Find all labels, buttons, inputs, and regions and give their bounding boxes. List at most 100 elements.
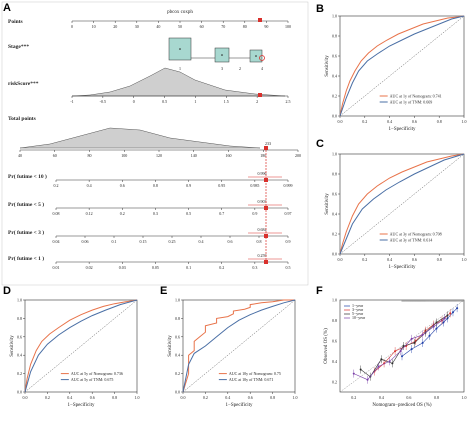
legend-entry: 3−year [352, 307, 364, 312]
prob-tick-label: 0.08 [53, 211, 60, 216]
prob-annotation: 0.684 [258, 227, 267, 232]
x-tick-label: 0.2 [203, 395, 208, 400]
y-axis-label: Observed OS (%) [324, 328, 329, 364]
prob-tick-label: 0.05 [152, 265, 159, 270]
riskscore-tick-label: -0.5 [100, 99, 106, 104]
x-tick-label: 1.0 [462, 257, 467, 262]
prob-tick-label: 0.1 [186, 265, 191, 270]
prob-tick-label: 0.3 [252, 265, 257, 270]
prob-tick-label: 0.03 [119, 265, 126, 270]
panel-e: E 0.00.0 0.2 0.2 0.4 0.4 0.6 0.6 0.8 0.8 1.0 1.0 1−… [160, 285, 298, 408]
y-axis-label: Sensitivity [325, 55, 330, 77]
prob-tick-label: 0.1 [112, 239, 117, 244]
y-tick-label: 0.6 [17, 334, 22, 339]
reference-diagonal [339, 15, 465, 117]
row-label-prob: Pr( futime < 5 ) [8, 201, 44, 208]
y-tick-label: 0.4 [17, 353, 22, 358]
prob-tick-label: 0.2 [219, 265, 224, 270]
x-tick-label: 0.2 [362, 257, 367, 262]
x-tick-label: 0.8 [437, 257, 442, 262]
stage-value: 3 [221, 66, 223, 71]
points-tick-label: 0 [71, 24, 73, 29]
stage-value: 1 [179, 66, 181, 71]
y-tick-label: 0.0 [175, 390, 180, 395]
prob-annotation: 0.996 [258, 171, 267, 176]
y-tick-label: 1.0 [332, 152, 337, 157]
tnm-roc-line [182, 299, 296, 393]
y-tick-label: 1.0 [332, 298, 337, 303]
total-points-tick-label: 180 [260, 153, 266, 158]
prob-annotation: 0.259 [258, 253, 267, 258]
y-tick-label: 0.0 [332, 252, 337, 257]
x-tick-label: 0.4 [387, 257, 392, 262]
y-axis-label: Sensitivity [325, 193, 330, 215]
prob-tick-label: 0.999 [284, 183, 293, 188]
points-tick-label: 100 [285, 24, 291, 29]
y-axis-label: Sensitivity [168, 335, 173, 357]
x-tick-label: 0.6 [406, 395, 411, 400]
legend-entry: 1−year [352, 303, 364, 308]
legend-entry: 10−year [352, 315, 366, 320]
points-tick-label: 40 [156, 24, 160, 29]
y-tick-label: 0.8 [17, 316, 22, 321]
x-tick-label: 0.4 [67, 395, 72, 400]
riskscore-tick-label: -1 [70, 99, 73, 104]
x-tick-label: 0.4 [387, 119, 392, 124]
panel-a-letter: A [3, 2, 11, 14]
points-tick-label: 80 [243, 24, 247, 29]
prob-tick-label: 0.02 [86, 265, 93, 270]
points-marker [258, 18, 262, 22]
x-tick-label: 0.0 [23, 395, 28, 400]
legend-entry: AUC at 3y of TNM: 0.614 [390, 238, 433, 243]
panel-b: B 0.00.0 0.2 0.2 0.4 0.4 0.6 0.6 0.8 0.8 1.0 1.0 1−… [316, 3, 467, 132]
x-tick-label: 1.0 [462, 119, 467, 124]
prob-tick-label: 0.7 [219, 211, 224, 216]
y-tick-label: 1.0 [17, 298, 22, 303]
total-points-tick-label: 160 [226, 153, 232, 158]
tnm-roc-line [339, 15, 465, 117]
prob-tick-label: 0.985 [250, 183, 259, 188]
nomogram-roc-line [24, 299, 138, 393]
legend-entry: AUC at 10y of Nomogram: 0.75 [229, 371, 281, 376]
prob-tick-label: 0.8 [257, 239, 262, 244]
panel-c-letter: C [316, 138, 324, 150]
prob-tick-label: 0.2 [120, 211, 125, 216]
riskscore-tick-label: 1 [194, 99, 196, 104]
panel-d-letter: D [3, 285, 11, 297]
row-label-points: Points [8, 19, 23, 25]
points-tick-label: 20 [113, 24, 117, 29]
x-tick-label: 0.4 [225, 395, 230, 400]
stage-dot [255, 55, 257, 57]
riskscore-tick-label: 0.5 [162, 99, 167, 104]
total-points-tick-label: 60 [53, 153, 57, 158]
x-tick-label: 1.0 [293, 395, 298, 400]
prob-tick-label: 0.01 [53, 265, 60, 270]
total-points-value: 233 [265, 141, 271, 146]
row-label-prob: Pr( futime < 10 ) [8, 173, 47, 180]
x-tick-label: 0.8 [434, 395, 439, 400]
total-points-density [19, 127, 261, 149]
y-tick-label: 0.2 [332, 232, 337, 237]
panel-a-frame [1, 1, 309, 286]
legend-entry: AUC at 5y of TNM: 0.675 [71, 377, 114, 382]
x-tick-label: 0.8 [437, 119, 442, 124]
prob-tick-label: 0.9 [186, 183, 191, 188]
x-axis-label: 1−Specificity [389, 265, 416, 270]
y-tick-label: 0.6 [175, 334, 180, 339]
stage-selected-marker [259, 55, 265, 61]
y-tick-label: 0.2 [332, 94, 337, 99]
roc-chart-c: 0.00.0 0.2 0.2 0.4 0.4 0.6 0.6 0.8 0.8 1.0 1.0 1−Sp… [325, 152, 467, 271]
x-tick-label: 0.4 [379, 395, 384, 400]
prob-tick-label: 0.6 [228, 239, 233, 244]
prob-tick-label: 0.4 [199, 239, 204, 244]
y-tick-label: 0.4 [332, 212, 337, 217]
total-points-tick-label: 40 [18, 153, 22, 158]
nomogram-roc-line [339, 153, 465, 255]
prob-tick-label: 0.97 [285, 211, 292, 216]
y-tick-label: 0.8 [332, 318, 337, 323]
x-tick-label: 0.0 [338, 257, 343, 262]
y-tick-label: 0.2 [175, 371, 180, 376]
y-tick-label: 0.6 [332, 54, 337, 59]
total-points-tick-label: 80 [88, 153, 92, 158]
